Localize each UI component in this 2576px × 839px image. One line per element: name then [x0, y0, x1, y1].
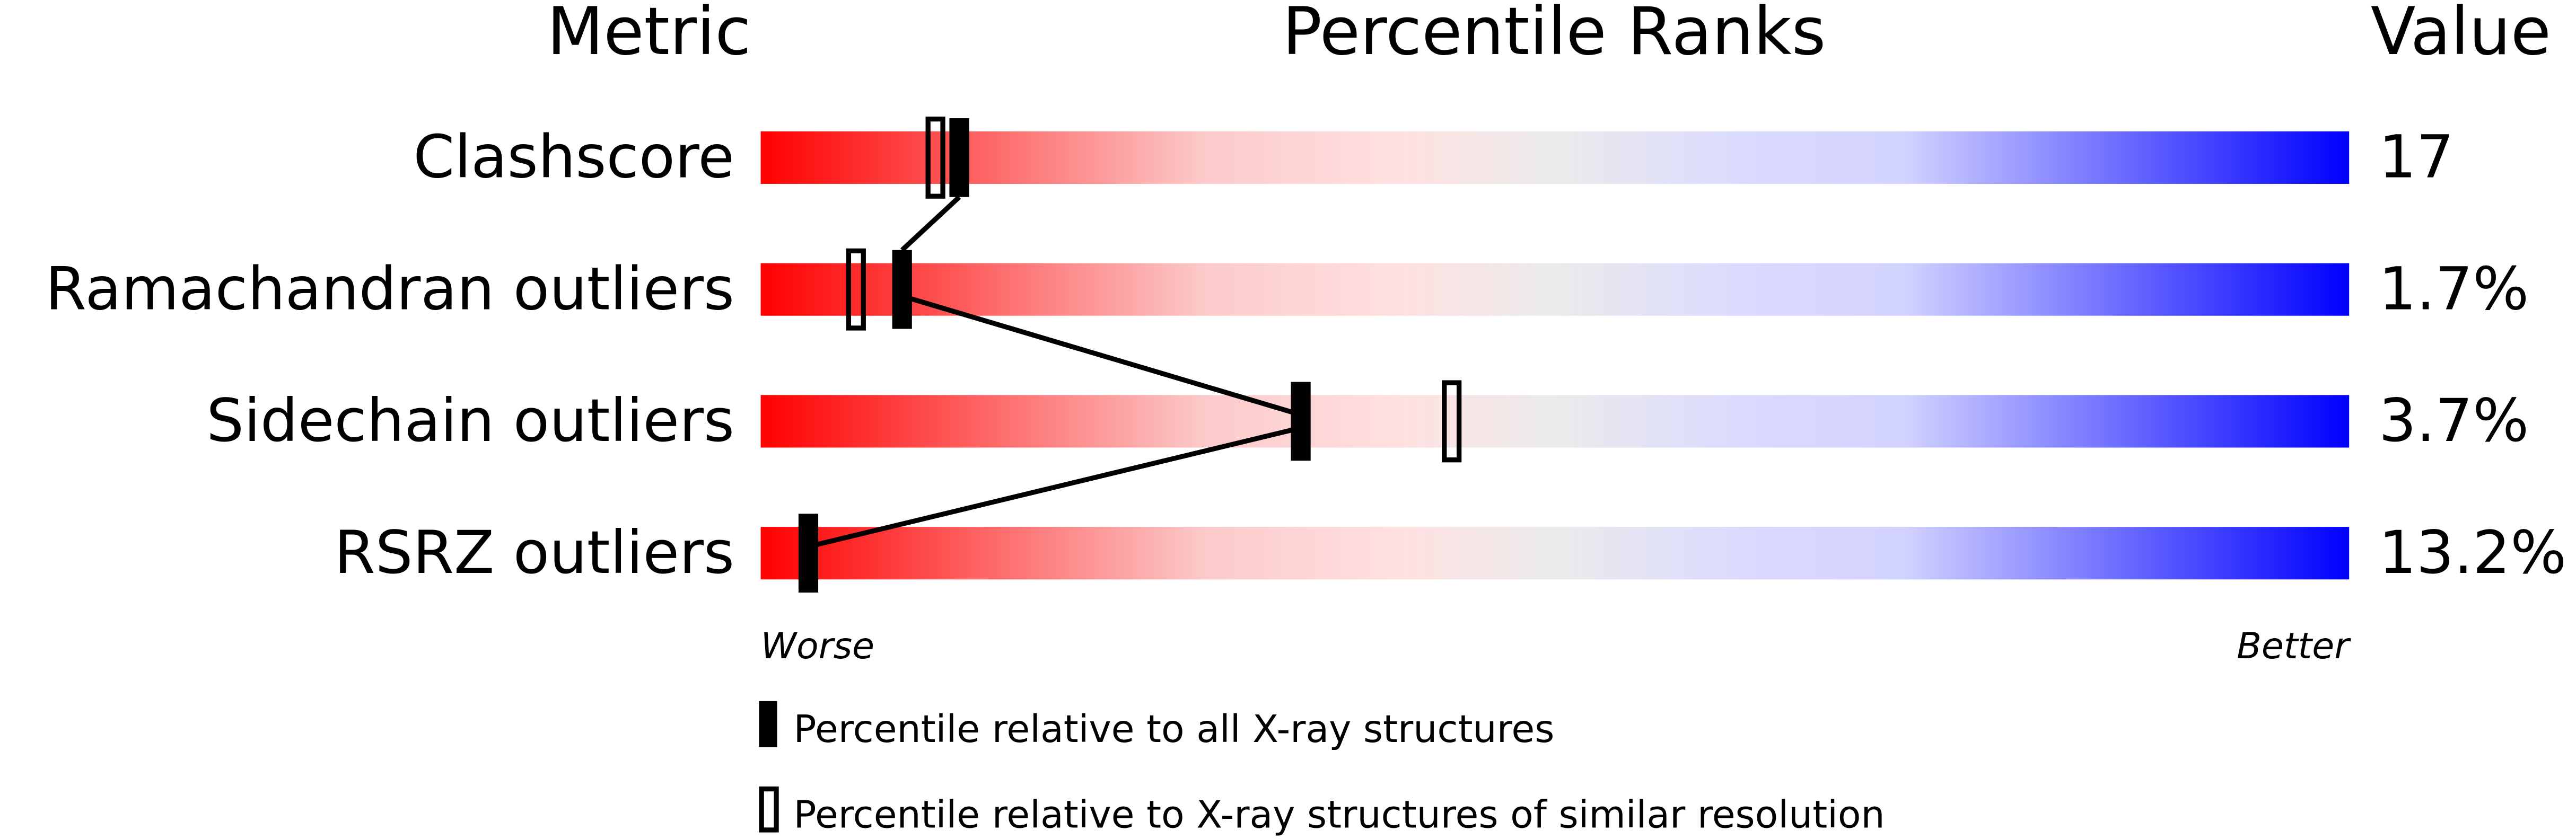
percentile-bar: [760, 395, 2350, 448]
percentile-bar: [760, 527, 2350, 580]
metric-label: RSRZ outliers: [334, 518, 734, 587]
connector-line: [808, 425, 1302, 549]
marker-similar-resolution: [925, 116, 945, 199]
legend-similar: Percentile relative to X-ray structures …: [794, 792, 1885, 836]
marker-similar-resolution: [846, 248, 866, 331]
marker-all-structures: [949, 118, 969, 197]
legend-all: Percentile relative to all X-ray structu…: [794, 707, 1555, 751]
legend-open-marker: [759, 786, 779, 833]
axis-label-better: Better: [2237, 625, 2351, 667]
header-metric: Metric: [547, 0, 751, 70]
percentile-bar: [760, 263, 2350, 316]
connector-line: [900, 195, 961, 252]
metric-label: Sidechain outliers: [206, 386, 734, 455]
metric-label: Clashscore: [413, 123, 734, 192]
metric-label: Ramachandran outliers: [45, 254, 734, 323]
percentile-bar: [760, 131, 2350, 184]
marker-similar-resolution: [1442, 380, 1462, 463]
metric-value: 1.7%: [2379, 254, 2529, 323]
header-value: Value: [2371, 0, 2551, 70]
header-percentile-ranks: Percentile Ranks: [1282, 0, 1826, 70]
connector-line: [901, 294, 1302, 417]
metric-value: 3.7%: [2379, 386, 2529, 455]
marker-all-structures: [892, 250, 912, 329]
axis-label-worse: Worse: [761, 625, 875, 667]
marker-all-structures: [1291, 382, 1311, 461]
metric-value: 17: [2379, 123, 2454, 192]
marker-all-structures: [798, 514, 819, 593]
legend-filled-marker: [759, 701, 777, 747]
metric-value: 13.2%: [2379, 518, 2566, 587]
